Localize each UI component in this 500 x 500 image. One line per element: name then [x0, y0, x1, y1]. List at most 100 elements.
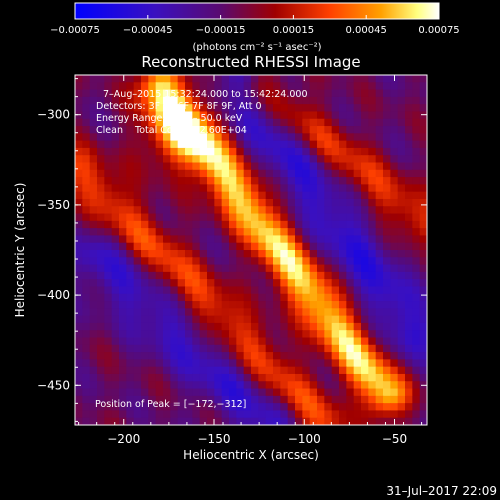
heatmap-cell — [302, 184, 311, 193]
heatmap-cell — [368, 359, 377, 368]
heatmap-cell — [368, 191, 377, 200]
heatmap-cell — [361, 140, 369, 149]
heatmap-cell — [133, 198, 142, 207]
heatmap-cell — [155, 301, 164, 309]
heatmap-cell — [199, 82, 208, 91]
heatmap-cell — [170, 111, 179, 120]
heatmap-cell — [126, 235, 135, 244]
heatmap-cell — [170, 155, 179, 164]
heatmap-cell — [192, 373, 201, 382]
heatmap-cell — [265, 104, 274, 113]
heatmap-cell — [199, 359, 208, 368]
heatmap-cell — [346, 140, 355, 149]
heatmap-cell — [390, 228, 399, 237]
heatmap-cell — [236, 104, 245, 113]
heatmap-cell — [405, 235, 413, 244]
heatmap-cell — [324, 388, 333, 397]
heatmap-cell — [273, 381, 281, 390]
heatmap-cell — [243, 140, 252, 149]
heatmap-cell — [353, 373, 362, 382]
heatmap-cell — [361, 417, 369, 425]
heatmap-cell — [141, 417, 149, 425]
heatmap-cell — [75, 118, 83, 127]
heatmap-cell — [331, 191, 340, 200]
heatmap-cell — [346, 395, 355, 404]
heatmap-cell — [287, 118, 296, 127]
heatmap-cell — [192, 315, 201, 324]
heatmap-cell — [126, 213, 135, 222]
heatmap-cell — [302, 403, 311, 412]
heatmap-cell — [375, 191, 384, 200]
heatmap-cell — [229, 82, 237, 91]
heatmap-cell — [207, 191, 215, 200]
heatmap-cell — [148, 250, 157, 258]
heatmap-cell — [207, 322, 215, 331]
heatmap-cell — [163, 301, 171, 309]
heatmap-cell — [185, 381, 193, 390]
heatmap-cell — [258, 140, 267, 149]
heatmap-cell — [295, 293, 303, 302]
heatmap-cell — [258, 242, 267, 251]
heatmap-cell — [236, 140, 245, 149]
heatmap-cell — [273, 147, 281, 156]
heatmap-cell — [419, 75, 427, 83]
heatmap-cell — [412, 104, 421, 113]
heatmap-cell — [346, 147, 355, 156]
heatmap-cell — [89, 133, 98, 142]
heatmap-cell — [119, 213, 127, 222]
heatmap-cell — [82, 111, 91, 120]
heatmap-cell — [229, 359, 237, 368]
heatmap-cell — [405, 293, 413, 302]
heatmap-cell — [353, 308, 362, 317]
heatmap-cell — [302, 140, 311, 149]
heatmap-cell — [214, 264, 223, 273]
heatmap-cell — [353, 220, 362, 229]
heatmap-cell — [390, 352, 399, 360]
heatmap-cell — [214, 359, 223, 368]
annotation-peak: Position of Peak = [−172,−312] — [95, 399, 246, 410]
heatmap-cell — [309, 228, 318, 237]
heatmap-cell — [236, 155, 245, 164]
heatmap-cell — [89, 140, 98, 149]
heatmap-cell — [243, 359, 252, 368]
heatmap-cell — [89, 111, 98, 120]
heatmap-cell — [133, 410, 142, 419]
heatmap-cell — [258, 352, 267, 360]
heatmap-cell — [192, 82, 201, 91]
heatmap-cell — [331, 133, 340, 142]
heatmap-cell — [405, 308, 413, 317]
heatmap-cell — [82, 417, 91, 425]
heatmap-cell — [207, 198, 215, 207]
heatmap-cell — [177, 257, 186, 266]
heatmap-cell — [104, 147, 113, 156]
heatmap-cell — [368, 147, 377, 156]
heatmap-cell — [104, 410, 113, 419]
heatmap-cell — [170, 395, 179, 404]
heatmap-cell — [82, 264, 91, 273]
heatmap-cell — [221, 271, 230, 280]
heatmap-cell — [82, 271, 91, 280]
heatmap-cell — [405, 264, 413, 273]
heatmap-cell — [163, 75, 171, 83]
heatmap-cell — [207, 301, 215, 309]
heatmap-cell — [339, 344, 347, 353]
heatmap-cell — [397, 286, 406, 295]
heatmap-cell — [251, 169, 259, 178]
heatmap-cell — [236, 395, 245, 404]
heatmap-cell — [199, 293, 208, 302]
heatmap-cell — [82, 206, 91, 215]
heatmap-cell — [383, 111, 391, 120]
heatmap-cell — [214, 330, 223, 339]
heatmap-cell — [258, 279, 267, 288]
heatmap-cell — [170, 301, 179, 309]
heatmap-cell — [207, 381, 215, 390]
heatmap-cell — [317, 147, 325, 156]
heatmap-cell — [104, 126, 113, 134]
heatmap-cell — [75, 155, 83, 164]
heatmap-cell — [236, 220, 245, 229]
heatmap-cell — [324, 147, 333, 156]
heatmap-cell — [368, 395, 377, 404]
heatmap-cell — [353, 242, 362, 251]
heatmap-cell — [75, 235, 83, 244]
heatmap-cell — [273, 242, 281, 251]
